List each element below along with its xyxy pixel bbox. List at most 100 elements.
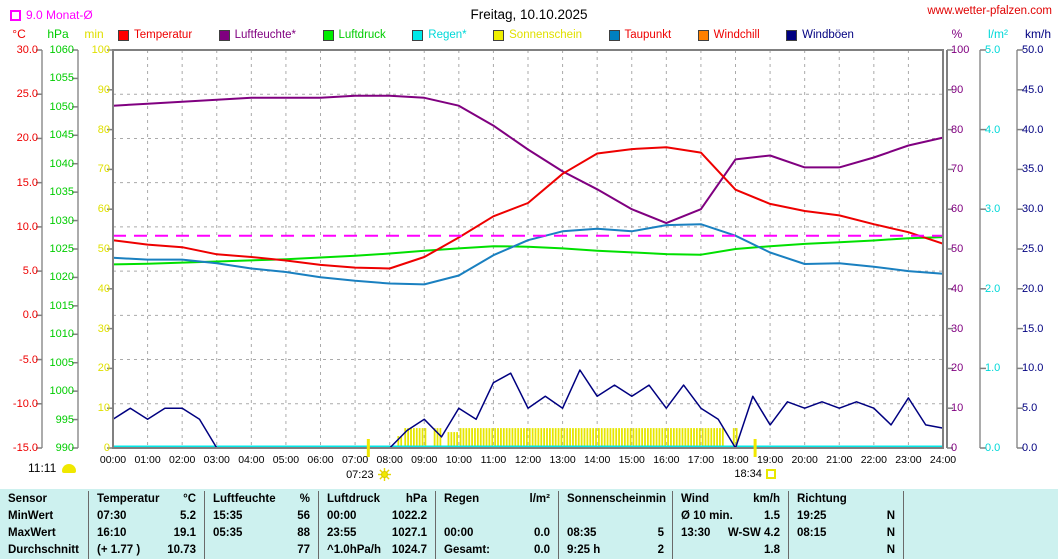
tick-hour-04:00: 04:00 [238, 454, 265, 466]
tick-hpa-1015: 1015 [49, 299, 74, 312]
legend-item-luftfeuchte: Luftfeuchte* [218, 29, 296, 41]
tick-hour-12:00: 12:00 [514, 454, 542, 466]
tick-c-20.0: 20.0 [16, 132, 38, 145]
tick-hour-19:00: 19:00 [756, 454, 784, 466]
table-header-cell: Regen l/m² [435, 491, 558, 508]
website-link[interactable]: www.wetter-pfalzen.com [927, 5, 1052, 17]
table-cell [435, 508, 558, 525]
tick--50: 50 [951, 243, 964, 255]
legend-item-regen: Regen* [412, 29, 467, 41]
table-cell [558, 508, 672, 525]
tick-km-h-5.0: 5.0 [1022, 402, 1038, 415]
table-cell: 00:00 1022.2 [318, 508, 435, 525]
sunset-time: 18:34 [734, 468, 762, 480]
axis-unit-percent: % [951, 27, 963, 41]
tick-hour-06:00: 06:00 [307, 454, 334, 466]
sun-markers [366, 439, 757, 457]
table-cell: 08:15 N [788, 525, 903, 542]
table-cell: 16:10 19.1 [88, 525, 204, 542]
tick-hour-07:00: 07:00 [341, 454, 369, 466]
page-title: Freitag, 10.10.2025 [470, 7, 588, 22]
tick--30: 30 [951, 322, 964, 335]
tick-min-30: 30 [97, 322, 110, 335]
tick-hpa-1050: 1050 [49, 100, 74, 113]
tick-hpa-1045: 1045 [49, 129, 74, 142]
sonnenschein-swatch-icon [493, 29, 505, 41]
moon-time: 11:11 [28, 461, 57, 475]
tick-km-h-15.0: 15.0 [1022, 322, 1044, 335]
tick-l-m-3.0: 3.0 [985, 203, 1001, 216]
tick-min-100: 100 [91, 44, 110, 56]
tick-hpa-1040: 1040 [49, 157, 74, 170]
tick-hour-01:00: 01:00 [134, 454, 161, 466]
windchill-swatch-icon [697, 29, 709, 41]
tick-hour-14:00: 14:00 [584, 454, 611, 466]
axis-unit-kmh: km/h [1024, 27, 1051, 41]
legend-item-taupunkt: Taupunkt [608, 29, 671, 41]
sunrise-time: 07:23 [346, 468, 374, 481]
tick-hour-17:00: 17:00 [687, 454, 715, 466]
tick--0: 0 [951, 442, 958, 454]
tick-km-h-50.0: 50.0 [1022, 44, 1044, 56]
tick-km-h-0.0: 0.0 [1022, 442, 1038, 454]
table-cell [903, 525, 1058, 542]
tick-hpa-1020: 1020 [49, 271, 74, 284]
tick-c--10.0: -10.0 [12, 397, 38, 410]
sunshine-bars [397, 428, 738, 447]
moon-annotation: 11:11 [28, 461, 77, 475]
tick-hpa-1030: 1030 [49, 214, 74, 227]
table-cell: 77 [204, 542, 318, 559]
tick-hour-24:00: 24:00 [929, 454, 957, 466]
month-average-text: 9.0 Monat-Ø [26, 8, 93, 22]
regen-label: Regen* [428, 29, 467, 41]
tick-l-m-0.0: 0.0 [985, 442, 1001, 454]
table-cell: 1.8 [672, 542, 788, 559]
tick-hpa-1060: 1060 [49, 44, 74, 56]
tick--20: 20 [951, 362, 964, 375]
legend-item-windchill: Windchill [697, 29, 760, 41]
legend-item-windboen: Windböen [786, 29, 854, 41]
table-row-minwert: MinWert 07:30 5.2 15:35 56 00:00 1022.2 Ø 10 mi… [0, 508, 1058, 525]
tick-hour-22:00: 22:00 [860, 454, 887, 466]
sonnenschein-label: Sonnenschein [509, 29, 583, 41]
tick-min-0: 0 [103, 442, 110, 454]
table-header-cell [903, 491, 1058, 508]
tick-l-m-4.0: 4.0 [985, 123, 1001, 136]
tick-hpa-1000: 1000 [49, 385, 74, 398]
sunrise-annotation: 07:23 [333, 468, 403, 481]
table-cell: (+ 1.77 ) 10.73 [88, 542, 204, 559]
legend-item-sonnenschein: Sonnenschein [493, 29, 582, 41]
tick-hour-02:00: 02:00 [169, 454, 196, 466]
table-cell: 23:55 1027.1 [318, 525, 435, 542]
table-header-cell: Richtung [788, 491, 903, 508]
luftdruck-swatch-icon [322, 29, 334, 41]
tick--80: 80 [951, 123, 964, 136]
chart-legend: Temperatur Luftfeuchte* Luftdruck Regen* Son… [118, 29, 854, 41]
table-cell: Gesamt: 0.0 [435, 542, 558, 559]
tick-c-25.0: 25.0 [16, 88, 38, 101]
tick-min-20: 20 [97, 362, 110, 375]
tick-hpa-1055: 1055 [49, 72, 74, 85]
windchill-label: Windchill [713, 29, 760, 41]
tick-hour-09:00: 09:00 [411, 454, 438, 466]
tick-hour-15:00: 15:00 [618, 454, 645, 466]
month-average-label: 9.0 Monat-Ø [10, 8, 93, 22]
table-cell: Durchschnitt [8, 544, 79, 556]
table-header-cell: Sonnenschein min [558, 491, 672, 508]
axis-unit-lm2: l/m² [988, 27, 1008, 41]
tick-hpa-1005: 1005 [49, 356, 74, 369]
table-cell: 15:35 56 [204, 508, 318, 525]
tick-hour-16:00: 16:00 [653, 454, 680, 466]
table-cell: 19:25 N [788, 508, 903, 525]
tick--70: 70 [951, 163, 964, 176]
tick-c--5.0: -5.0 [19, 353, 38, 366]
tick-km-h-40.0: 40.0 [1022, 123, 1044, 136]
table-cell: Ø 10 min. 1.5 [672, 508, 788, 525]
luftfeuchte-swatch-icon [218, 29, 230, 41]
tick-hour-03:00: 03:00 [203, 454, 230, 466]
tick-min-80: 80 [97, 123, 110, 136]
tick-hpa-1035: 1035 [49, 186, 74, 199]
luftdruck-label: Luftdruck [338, 29, 386, 41]
tick-min-50: 50 [97, 243, 110, 255]
